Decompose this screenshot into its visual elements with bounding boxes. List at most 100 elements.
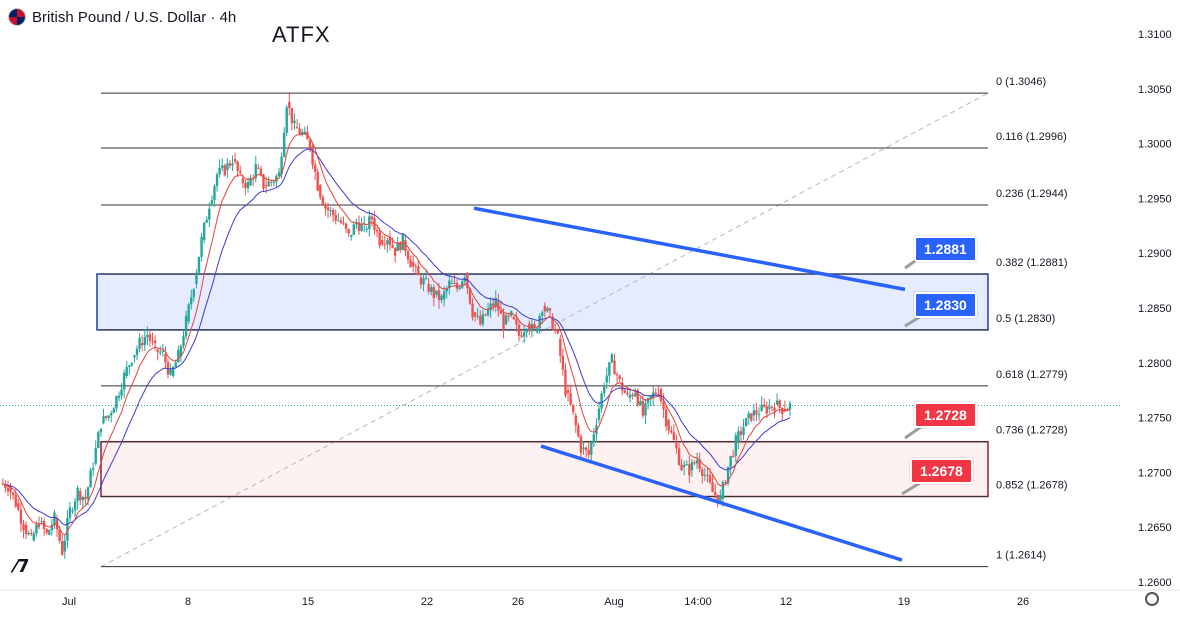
candle-body (355, 222, 358, 225)
candle-body (313, 164, 317, 172)
candle-body (76, 487, 79, 502)
fib-trend-line (100, 92, 989, 568)
candle-body (53, 512, 56, 526)
candle-body (476, 315, 479, 317)
candle-body (81, 496, 85, 501)
flag-icon (8, 8, 26, 26)
candle-body (775, 400, 779, 405)
candle-body (195, 272, 198, 284)
chart-header: British Pound / U.S. Dollar · 4h (8, 8, 236, 26)
time-axis-label: Jul (62, 596, 76, 608)
candle-body (406, 250, 410, 260)
candle-body (422, 278, 425, 285)
candle-body (569, 392, 572, 405)
candle-body (695, 460, 699, 464)
candle-body (739, 431, 743, 435)
price-axis-label: 1.2850 (1138, 303, 1172, 315)
candle-body (654, 392, 657, 394)
candle-body (233, 158, 237, 162)
candle-body (148, 334, 152, 341)
candle-body (63, 540, 66, 552)
candle-body (282, 132, 286, 157)
candle-body (45, 529, 48, 533)
price-axis-label: 1.2700 (1138, 467, 1172, 479)
candle-body (628, 394, 632, 398)
candle-body (107, 415, 110, 419)
candle-body (91, 468, 95, 471)
candle-body (623, 390, 627, 393)
candle-body (409, 259, 412, 268)
candle-body (221, 165, 224, 168)
candle-body (182, 336, 185, 346)
candle-body (319, 185, 322, 198)
candle-body (161, 350, 165, 352)
candle-body (533, 323, 536, 329)
candle-body (257, 167, 260, 169)
brand-logo: ATFX (272, 22, 331, 47)
candle-body (584, 447, 588, 451)
support-zone (100, 440, 989, 498)
candle-body (272, 181, 276, 183)
candle-body (538, 315, 541, 329)
symbol-title[interactable]: British Pound / U.S. Dollar · 4h (32, 8, 237, 26)
candle-body (11, 492, 15, 496)
candle-body (71, 510, 74, 512)
candle-body (473, 312, 477, 317)
candle-body (386, 240, 389, 245)
fib-level-label: 1 (1.2614) (996, 550, 1046, 562)
candle-body (719, 495, 722, 503)
candle-body (35, 524, 38, 534)
candle-body (721, 482, 725, 499)
candle-body (489, 303, 492, 311)
candle-body (432, 287, 436, 299)
candle-body (448, 280, 451, 289)
candle-body (48, 530, 51, 535)
price-tag-1: 1.2881 (914, 236, 977, 262)
candle-body (244, 183, 247, 189)
candle-body (324, 204, 327, 209)
candle-body (112, 408, 116, 414)
candle-body (579, 436, 583, 454)
candle-body (213, 186, 216, 201)
candle-body (701, 469, 704, 476)
candle-body (97, 432, 100, 449)
candle-body (484, 314, 487, 316)
candle-body (396, 242, 399, 252)
candle-body (236, 161, 239, 171)
candle-body (631, 394, 634, 397)
candle-body (755, 410, 758, 415)
candle-body (592, 434, 596, 443)
candle-body (577, 425, 580, 437)
candle-body (486, 308, 490, 316)
candle-body (277, 172, 281, 176)
candle-body (135, 348, 139, 356)
candle-body (672, 432, 676, 440)
candle-body (644, 403, 647, 416)
candle-body (37, 524, 41, 528)
candle-body (502, 314, 505, 330)
price-tag-2: 1.2830 (914, 292, 977, 318)
candle-body (610, 354, 614, 363)
settings-gear-icon[interactable] (1145, 592, 1159, 606)
candle-body (375, 229, 379, 232)
candle-body (370, 216, 374, 220)
candle-body (32, 533, 36, 541)
candle-body (737, 431, 740, 442)
candle-body (84, 496, 87, 500)
candle-body (608, 362, 611, 376)
candle-body (435, 290, 438, 295)
candle-body (649, 395, 652, 399)
price-axis-label: 1.3100 (1138, 29, 1172, 41)
candle-body (350, 234, 353, 237)
candle-body (499, 310, 503, 315)
candle-body (187, 304, 190, 322)
candle-body (24, 525, 28, 535)
candle-body (9, 485, 12, 493)
candle-body (445, 288, 448, 292)
time-axis-label: 26 (512, 596, 524, 608)
candle-body (512, 316, 516, 320)
candle-body (564, 369, 567, 396)
candle-body (600, 393, 603, 409)
candle-body (442, 291, 446, 300)
